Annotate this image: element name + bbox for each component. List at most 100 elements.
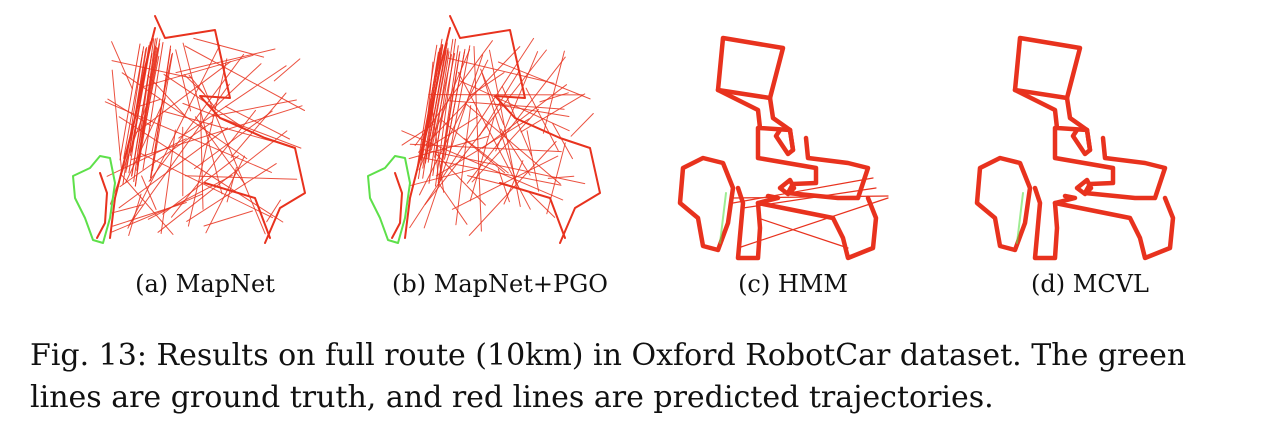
noisy-cluster-23 xyxy=(128,45,150,174)
noisy-cluster-11 xyxy=(150,45,172,182)
noisy-cluster-24 xyxy=(151,54,173,154)
route-panel-c-ground-truth xyxy=(719,192,727,244)
noisy-scribble-47 xyxy=(481,73,519,189)
noisy-scribble-1 xyxy=(447,57,555,84)
route-panel-c-segment-7 xyxy=(755,195,879,261)
noisy-cluster-21 xyxy=(419,47,441,162)
noisy-scribble-46 xyxy=(542,50,565,134)
noisy-scribble-0 xyxy=(424,49,547,206)
route-panel-d-segment-6 xyxy=(974,155,1033,253)
clean-trajectory-d xyxy=(974,35,1176,261)
trajectory-plot-d xyxy=(974,35,1176,261)
route-panel-d-segment-5 xyxy=(1032,185,1078,261)
noisy-cluster-19 xyxy=(125,48,147,173)
noisy-scribble-30 xyxy=(162,155,239,215)
noisy-scribble-56 xyxy=(163,73,242,127)
noisy-scribble-52 xyxy=(528,191,556,218)
noisy-scribble-54 xyxy=(469,72,505,97)
subcaption-b: (b) MapNet+PGO xyxy=(392,270,608,298)
noisy-scribble-4 xyxy=(539,92,569,103)
noisy-scribble-54 xyxy=(119,173,174,235)
route-panel-c-segment-5 xyxy=(735,185,781,261)
figure-caption: Fig. 13: Results on full route (10km) in… xyxy=(30,335,1260,419)
noisy-cluster-3 xyxy=(142,42,164,170)
noisy-scribble-19 xyxy=(119,121,213,188)
route-panel-c-segment-3 xyxy=(773,127,796,157)
noisy-scribble-14 xyxy=(501,85,532,157)
route-panel-d-segment-8 xyxy=(1074,177,1094,197)
noisy-scribble-56 xyxy=(409,143,562,153)
noisy-cluster-10 xyxy=(449,45,471,154)
noisy-scribble-33 xyxy=(435,118,530,177)
noisy-ground-truth xyxy=(367,155,411,244)
noisy-scribble-9 xyxy=(437,182,468,225)
panel-d: (d) MCVL xyxy=(940,8,1240,308)
noisy-scribble-52 xyxy=(106,138,187,177)
jump-line-1 xyxy=(732,177,874,204)
noisy-scribble-32 xyxy=(111,41,133,90)
noisy-cluster-17 xyxy=(438,53,460,177)
route-panel-d-ground-truth xyxy=(1016,192,1024,244)
jump-lines-c xyxy=(732,177,889,249)
noisy-scribble-6 xyxy=(188,74,217,109)
noisy-left-loop xyxy=(96,172,108,239)
route-panel-c-segment-0 xyxy=(715,35,786,101)
noisy-scribble-28 xyxy=(175,49,192,112)
noisy-scribble-57 xyxy=(140,153,273,219)
panel-c: (c) HMM xyxy=(643,8,943,308)
noisy-outline xyxy=(154,15,306,244)
jump-line-3 xyxy=(757,217,849,249)
subcaption-a: (a) MapNet xyxy=(135,270,275,298)
noisy-cluster-23 xyxy=(444,51,465,160)
noisy-scribble-51 xyxy=(160,129,176,234)
noisy-scribble-39 xyxy=(182,42,223,195)
noisy-scribble-43 xyxy=(570,113,594,137)
noisy-scribble-37 xyxy=(495,51,539,152)
noisy-scribble-40 xyxy=(225,105,290,140)
noisy-scribble-51 xyxy=(547,175,575,179)
route-panel-d-segment-4 xyxy=(1052,125,1168,201)
noisy-ground-truth xyxy=(72,155,116,244)
noisy-scribble-42 xyxy=(104,101,272,173)
noisy-cluster-19 xyxy=(421,44,443,158)
noisy-scribble-18 xyxy=(112,202,187,227)
noisy-scribble-47 xyxy=(141,175,157,210)
noisy-scribble-37 xyxy=(194,110,273,170)
noisy-scribble-23 xyxy=(503,160,524,205)
noisy-scribble-27 xyxy=(127,44,221,229)
figure-caption-line-1: Fig. 13: Results on full route (10km) in… xyxy=(30,338,1187,373)
noisy-scribble-22 xyxy=(401,124,434,146)
noisy-scribble-1 xyxy=(178,65,287,139)
noisy-cluster-24 xyxy=(428,51,450,184)
subcaption-d: (d) MCVL xyxy=(1031,270,1149,298)
noisy-cluster-3 xyxy=(427,47,449,159)
noisy-scribble-19 xyxy=(525,87,559,151)
noisy-scribble-13 xyxy=(266,199,281,223)
noisy-scribble-53 xyxy=(175,48,276,74)
noisy-scribble-33 xyxy=(182,102,302,149)
noisy-scribble-59 xyxy=(111,69,123,174)
noisy-scribble-27 xyxy=(464,138,509,174)
noisy-cluster-12 xyxy=(133,38,155,182)
noisy-scribble-59 xyxy=(526,130,540,192)
noisy-scribble-43 xyxy=(187,58,228,227)
noisy-scribble-34 xyxy=(546,142,566,215)
noisy-cluster-22 xyxy=(434,53,456,158)
noisy-scribble-25 xyxy=(455,105,472,226)
noisy-cluster-9 xyxy=(427,49,449,163)
trajectory-plot-a xyxy=(72,15,306,244)
noisy-cluster-22 xyxy=(139,38,161,150)
route-panel-c-segment-8 xyxy=(777,177,797,197)
noisy-scribble-34 xyxy=(200,111,204,210)
trajectory-plot-b xyxy=(367,15,601,244)
noisy-scribble-30 xyxy=(409,37,535,229)
noisy-cluster-14 xyxy=(119,43,141,161)
figure-caption-line-2: lines are ground truth, and red lines ar… xyxy=(30,380,994,415)
noisy-scribble-58 xyxy=(171,109,256,218)
jump-line-0 xyxy=(732,195,889,199)
noisy-scribble-35 xyxy=(451,155,559,210)
route-panel-d-segment-0 xyxy=(1012,35,1083,101)
noisy-scribble-23 xyxy=(110,193,203,233)
noisy-scribble-48 xyxy=(214,63,262,108)
noisy-left-loop xyxy=(391,172,403,239)
